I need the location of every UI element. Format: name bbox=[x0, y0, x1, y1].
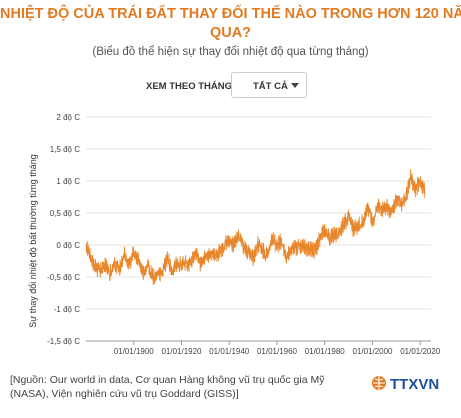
y-tick-label: -1 độ C bbox=[54, 305, 80, 314]
y-tick-label: 0,5 độ C bbox=[50, 209, 80, 218]
y-tick-label: 1 độ C bbox=[56, 177, 80, 186]
chart-subtitle: (Biểu đồ thể hiện sự thay đổi nhiệt độ q… bbox=[92, 46, 369, 58]
y-tick-label: -0,5 độ C bbox=[47, 273, 80, 282]
month-filter-value: TẤT CẢ bbox=[253, 81, 288, 92]
chevron-down-icon bbox=[291, 83, 299, 88]
temperature-series-line bbox=[85, 169, 426, 286]
y-tick-label: 1,5 độ C bbox=[50, 145, 80, 154]
source-line-1: [Nguồn: Our world in data, Cơ quan Hàng … bbox=[10, 374, 325, 386]
logo-text: TTXVN bbox=[390, 376, 439, 393]
x-tick-label: 01/01/2000 bbox=[352, 347, 393, 356]
month-filter-dropdown[interactable]: TẤT CẢ bbox=[231, 72, 307, 98]
source-note: [Nguồn: Our world in data, Cơ quan Hàng … bbox=[10, 373, 370, 401]
title-line-2: QUA? bbox=[209, 25, 252, 41]
temperature-line-chart: -1,5 độ C -1 độ C -0,5 độ C 0 độ C 0,5 độ C 1… bbox=[47, 113, 441, 356]
ttxvn-logo: TTXVN bbox=[372, 376, 439, 393]
x-tick-label: 01/01/2020 bbox=[400, 347, 441, 356]
x-tick-label: 01/01/1920 bbox=[161, 347, 202, 356]
title-line-1: NHIỆT ĐỘ CỦA TRÁI ĐẤT THAY ĐỔI THẾ NÀO T… bbox=[0, 6, 461, 22]
chart-title: NHIỆT ĐỘ CỦA TRÁI ĐẤT THAY ĐỔI THẾ NÀO T… bbox=[0, 5, 461, 43]
x-tick-label: 01/01/1980 bbox=[305, 347, 346, 356]
source-line-2: (NASA), Viện nghiên cứu vũ trụ Goddard (… bbox=[10, 388, 239, 400]
x-tick-label: 01/01/1940 bbox=[209, 347, 250, 356]
y-tick-label: 2 độ C bbox=[56, 113, 80, 122]
y-tick-label: -1,5 độ C bbox=[47, 337, 80, 346]
x-tick-label: 01/01/1960 bbox=[257, 347, 298, 356]
y-tick-label: 0 độ C bbox=[56, 241, 80, 250]
filter-label: XEM THEO THÁNG bbox=[146, 81, 233, 92]
x-tick-label: 01/01/1900 bbox=[114, 347, 155, 356]
